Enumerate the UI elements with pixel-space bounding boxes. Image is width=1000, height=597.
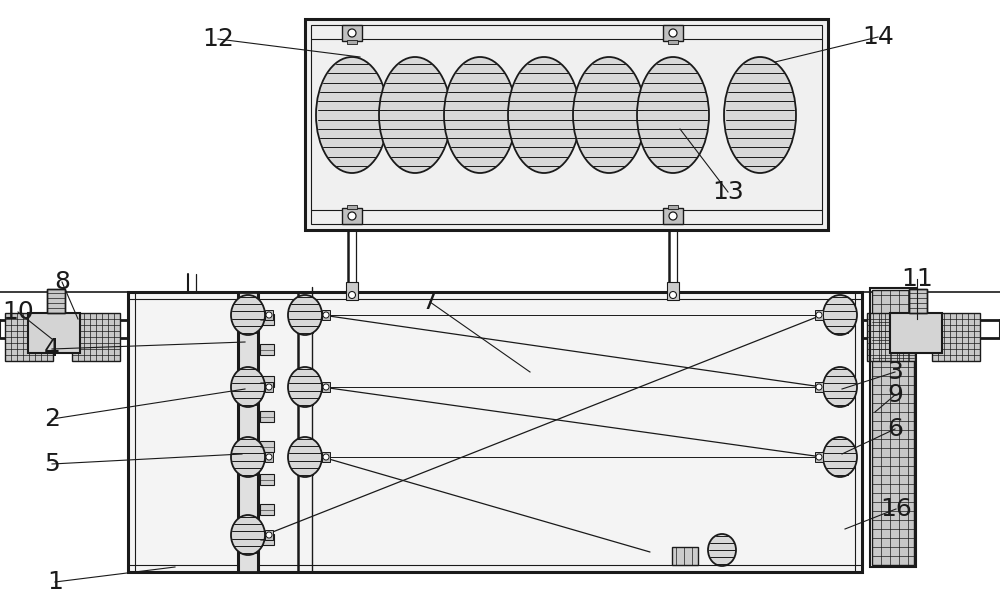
Circle shape [816, 454, 822, 460]
Text: 3: 3 [887, 360, 903, 384]
Bar [668, 205, 678, 209]
Ellipse shape [231, 295, 265, 335]
Ellipse shape [823, 367, 857, 407]
Bar [890, 313, 942, 353]
Text: 16: 16 [880, 497, 912, 521]
Bar [867, 313, 915, 361]
Ellipse shape [724, 57, 796, 173]
Bar [72, 313, 120, 361]
Text: 2: 2 [44, 407, 60, 431]
Bar [815, 382, 823, 392]
Bar [342, 25, 362, 41]
Ellipse shape [708, 534, 736, 566]
Bar [322, 310, 330, 320]
Circle shape [669, 212, 677, 220]
Text: 13: 13 [712, 180, 744, 204]
Circle shape [323, 384, 329, 390]
Circle shape [266, 384, 272, 390]
Bar [47, 289, 65, 313]
Bar [909, 289, 927, 313]
Text: 4: 4 [44, 337, 60, 361]
Text: 5: 5 [44, 452, 60, 476]
Bar [47, 289, 65, 313]
Ellipse shape [823, 437, 857, 477]
Ellipse shape [823, 295, 857, 335]
Circle shape [266, 454, 272, 460]
Ellipse shape [231, 437, 265, 477]
Bar [347, 40, 357, 44]
Text: 1: 1 [47, 570, 63, 594]
Bar [667, 282, 679, 300]
Bar [342, 208, 362, 224]
Bar [5, 313, 53, 361]
Circle shape [816, 312, 822, 318]
Bar [311, 25, 822, 224]
Bar [672, 547, 698, 565]
Text: 14: 14 [862, 25, 894, 49]
Circle shape [323, 454, 329, 460]
Bar [305, 19, 828, 230]
Ellipse shape [288, 367, 322, 407]
Text: 7: 7 [422, 290, 438, 314]
Circle shape [323, 312, 329, 318]
Bar [28, 313, 80, 353]
Bar [870, 288, 916, 567]
Bar [909, 289, 927, 313]
Text: 9: 9 [887, 383, 903, 407]
Bar [663, 25, 683, 41]
Ellipse shape [573, 57, 645, 173]
Bar [128, 292, 862, 572]
Bar [260, 474, 274, 485]
Circle shape [266, 532, 272, 538]
Bar [260, 504, 274, 515]
Bar [265, 452, 273, 462]
Bar [815, 452, 823, 462]
Bar [872, 290, 914, 565]
Ellipse shape [288, 437, 322, 477]
Circle shape [669, 29, 677, 37]
Text: 11: 11 [901, 267, 933, 291]
Ellipse shape [444, 57, 516, 173]
Circle shape [670, 291, 676, 298]
Bar [663, 208, 683, 224]
Ellipse shape [637, 57, 709, 173]
Bar [815, 310, 823, 320]
Text: 10: 10 [2, 300, 34, 324]
Text: 12: 12 [202, 27, 234, 51]
Bar [260, 534, 274, 545]
Circle shape [348, 212, 356, 220]
Bar [260, 441, 274, 452]
Text: 6: 6 [887, 417, 903, 441]
Circle shape [266, 312, 272, 318]
Ellipse shape [379, 57, 451, 173]
Ellipse shape [288, 295, 322, 335]
Bar [322, 382, 330, 392]
Bar [265, 382, 273, 392]
Bar [668, 40, 678, 44]
Bar [260, 344, 274, 355]
Ellipse shape [231, 367, 265, 407]
Ellipse shape [508, 57, 580, 173]
Bar [265, 310, 273, 320]
Text: 8: 8 [54, 270, 70, 294]
Bar [260, 411, 274, 422]
Bar [932, 313, 980, 361]
Circle shape [348, 29, 356, 37]
Ellipse shape [316, 57, 388, 173]
Bar [346, 282, 358, 300]
Bar [260, 314, 274, 325]
Circle shape [349, 291, 356, 298]
Circle shape [816, 384, 822, 390]
Bar [347, 205, 357, 209]
Bar [260, 376, 274, 387]
Bar [265, 530, 273, 540]
Bar [322, 452, 330, 462]
Bar [238, 292, 258, 572]
Ellipse shape [231, 515, 265, 555]
